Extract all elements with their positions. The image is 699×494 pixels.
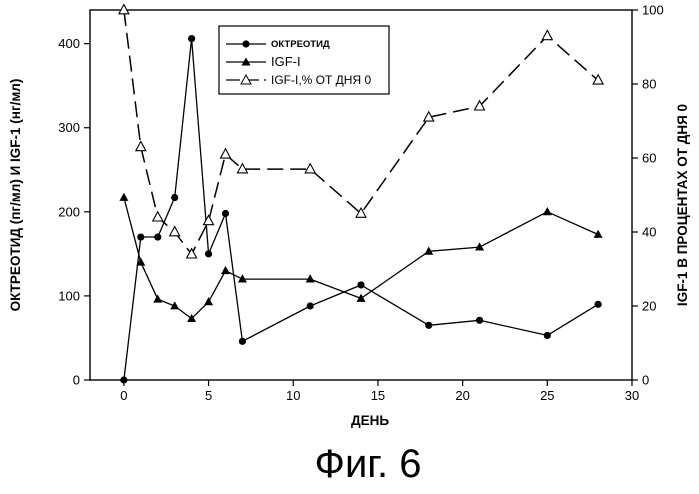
data-point-octreotide [357, 281, 364, 288]
legend: ОКТРЕОТИД IGF-I IGF-I,% ОТ ДНЯ 0 [219, 26, 389, 94]
data-point-igf1-percent [542, 30, 552, 39]
data-point-octreotide [222, 210, 229, 217]
data-point-igf1 [221, 266, 230, 274]
x-tick-label: 0 [120, 388, 127, 403]
data-point-igf1-percent [221, 149, 231, 158]
y-left-axis-ticks: 0 100 200 300 400 [58, 36, 90, 387]
data-point-octreotide [239, 338, 246, 345]
data-point-igf1-percent [237, 164, 247, 173]
data-point-igf1-percent [153, 212, 163, 221]
y-left-tick-label: 300 [58, 120, 80, 135]
legend-label-igf1: IGF-I [271, 54, 301, 69]
y-left-axis-title: ОКТРЕОТИД (пг/мл) И IGF-1 (нг/мл) [8, 79, 23, 312]
legend-marker-octreotide [242, 40, 249, 47]
data-point-igf1 [306, 274, 315, 282]
data-point-igf1 [594, 230, 603, 238]
data-point-igf1-percent [136, 141, 146, 150]
data-point-igf1-percent [593, 75, 603, 84]
data-point-igf1 [119, 193, 128, 201]
data-point-igf1-percent [305, 164, 315, 173]
data-point-octreotide [205, 250, 212, 257]
legend-label-igf1-percent: IGF-I,% ОТ ДНЯ 0 [271, 73, 371, 87]
y-left-tick-label: 200 [58, 204, 80, 219]
x-tick-label: 25 [540, 388, 554, 403]
data-point-octreotide [476, 317, 483, 324]
data-point-octreotide [425, 322, 432, 329]
data-point-octreotide [137, 233, 144, 240]
x-tick-label: 30 [625, 388, 639, 403]
y-right-axis-title: IGF-1 В ПРОЦЕНТАХ ОТ ДНЯ 0 [675, 104, 690, 306]
y-right-tick-label: 40 [642, 225, 656, 240]
data-point-octreotide [171, 194, 178, 201]
x-axis-ticks: 0 5 10 15 20 25 30 [120, 380, 639, 403]
data-point-igf1 [475, 242, 484, 250]
x-tick-label: 10 [286, 388, 300, 403]
y-right-tick-label: 80 [642, 77, 656, 92]
y-left-tick-label: 100 [58, 288, 80, 303]
data-point-igf1 [238, 274, 247, 282]
y-right-tick-label: 0 [642, 373, 649, 388]
data-point-octreotide [544, 332, 551, 339]
y-right-tick-label: 100 [642, 3, 664, 18]
figure-caption: Фиг. 6 [315, 442, 422, 486]
data-point-octreotide [120, 376, 127, 383]
x-tick-label: 5 [205, 388, 212, 403]
data-point-igf1-percent [119, 5, 129, 14]
data-point-igf1 [153, 294, 162, 302]
y-right-tick-label: 20 [642, 299, 656, 314]
data-point-igf1-percent [170, 227, 180, 236]
data-point-octreotide [595, 301, 602, 308]
legend-label-octreotide: ОКТРЕОТИД [271, 39, 330, 50]
y-right-tick-label: 60 [642, 151, 656, 166]
data-point-octreotide [188, 35, 195, 42]
data-point-igf1 [204, 297, 213, 305]
y-left-tick-label: 400 [58, 36, 80, 51]
y-right-axis-ticks: 0 20 40 60 80 100 [632, 3, 664, 388]
y-left-tick-label: 0 [73, 373, 80, 388]
data-point-igf1 [543, 207, 552, 215]
x-tick-label: 20 [455, 388, 469, 403]
x-axis-title: ДЕНЬ [351, 413, 389, 428]
x-tick-label: 15 [371, 388, 385, 403]
data-point-octreotide [307, 302, 314, 309]
data-point-octreotide [154, 233, 161, 240]
